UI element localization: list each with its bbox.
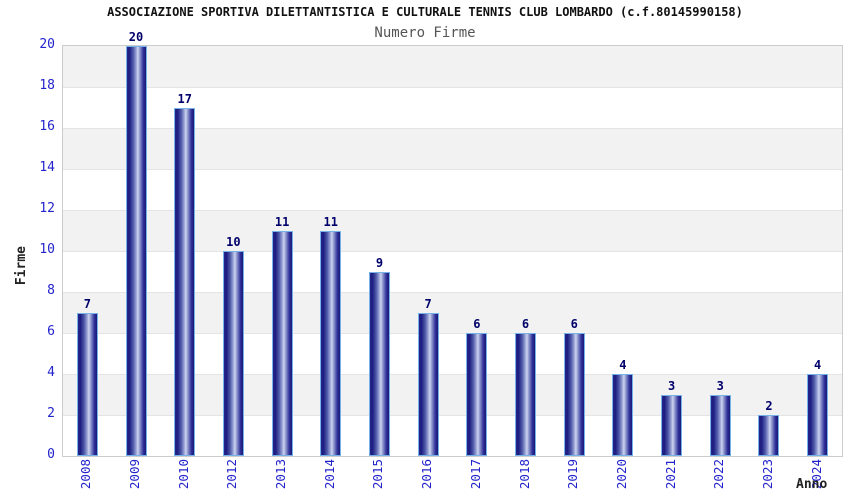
y-tick-label: 10 bbox=[39, 242, 55, 257]
gridline bbox=[63, 415, 842, 416]
bar-value-2019: 6 bbox=[570, 317, 578, 331]
x-axis-title: Anno bbox=[796, 477, 828, 492]
x-tick-label: 2021 bbox=[662, 459, 678, 490]
bar-2024 bbox=[807, 374, 829, 456]
gridline bbox=[63, 169, 842, 170]
bar-value-2018: 6 bbox=[521, 317, 530, 331]
gridline bbox=[63, 374, 842, 375]
y-tick-label: 4 bbox=[47, 365, 55, 380]
chart-subtitle: Numero Firme bbox=[374, 25, 476, 41]
gridline bbox=[63, 251, 842, 252]
x-tick-label: 2023 bbox=[759, 459, 775, 490]
x-tick-label: 2012 bbox=[224, 459, 240, 490]
x-tick-label: 2016 bbox=[419, 459, 435, 490]
plot-band bbox=[63, 46, 842, 87]
y-tick-label: 20 bbox=[39, 37, 55, 52]
bar-2016 bbox=[417, 312, 439, 456]
y-tick-label: 2 bbox=[47, 406, 55, 421]
bar-value-2008: 7 bbox=[83, 296, 91, 311]
bar-2023 bbox=[758, 415, 780, 456]
bar-2010 bbox=[174, 107, 196, 456]
y-tick-label: 8 bbox=[47, 283, 55, 298]
bar-2021 bbox=[661, 394, 683, 456]
y-tick-label: 14 bbox=[39, 160, 55, 175]
y-tick-label: 0 bbox=[47, 447, 55, 462]
x-tick-label: 2010 bbox=[175, 459, 191, 490]
bar-value-2012: 10 bbox=[226, 235, 241, 249]
bar-2019 bbox=[563, 333, 585, 456]
bar-value-2017: 6 bbox=[473, 317, 481, 331]
bar-value-2016: 7 bbox=[424, 296, 432, 311]
gridline bbox=[63, 210, 842, 211]
x-tick-label: 2008 bbox=[78, 459, 94, 490]
bar-value-2021: 3 bbox=[667, 378, 676, 393]
bar-value-2022: 3 bbox=[716, 378, 724, 393]
bar-value-2010: 17 bbox=[177, 91, 192, 106]
gridline bbox=[63, 292, 842, 293]
y-tick-label: 12 bbox=[39, 201, 55, 216]
x-tick-label: 2017 bbox=[467, 459, 483, 490]
bar-2015 bbox=[368, 271, 390, 456]
x-tick-label: 2020 bbox=[613, 459, 629, 490]
bar-value-2013: 11 bbox=[274, 214, 290, 229]
bar-2017 bbox=[466, 333, 488, 456]
bar-value-2024: 4 bbox=[814, 358, 822, 372]
plot-area: 7 20 17 10 11 11 9 7 6 6 6 4 3 3 2 4 bbox=[62, 31, 843, 457]
gridline bbox=[63, 333, 842, 334]
bar-2014 bbox=[320, 230, 342, 456]
bar-2013 bbox=[271, 230, 293, 456]
x-tick-label: 2022 bbox=[711, 459, 727, 490]
bar-2012 bbox=[222, 251, 244, 456]
bar-value-2023: 2 bbox=[765, 399, 773, 413]
bar-value-2020: 4 bbox=[619, 358, 627, 372]
x-tick-label: 2013 bbox=[273, 459, 289, 490]
x-tick-label: 2009 bbox=[127, 459, 143, 490]
gridline bbox=[63, 128, 842, 129]
y-tick-label: 16 bbox=[39, 119, 55, 134]
bar-2020 bbox=[612, 374, 634, 456]
chart-title: ASSOCIAZIONE SPORTIVA DILETTANTISTICA E … bbox=[107, 5, 743, 19]
y-tick-label: 6 bbox=[47, 324, 55, 339]
bar-value-2009: 20 bbox=[128, 30, 144, 44]
bar-2018 bbox=[515, 333, 537, 456]
bar-value-2014: 11 bbox=[323, 214, 338, 229]
bar-2022 bbox=[709, 394, 731, 456]
gridline bbox=[63, 87, 842, 88]
y-tick-label: 18 bbox=[39, 78, 55, 93]
x-tick-label: 2014 bbox=[321, 459, 337, 490]
bar-2009 bbox=[125, 46, 147, 456]
x-tick-label: 2015 bbox=[370, 459, 386, 490]
bar-value-2015: 9 bbox=[375, 255, 384, 270]
x-tick-label: 2019 bbox=[565, 459, 581, 490]
bar-2008 bbox=[76, 312, 98, 456]
x-tick-label: 2018 bbox=[516, 459, 532, 490]
